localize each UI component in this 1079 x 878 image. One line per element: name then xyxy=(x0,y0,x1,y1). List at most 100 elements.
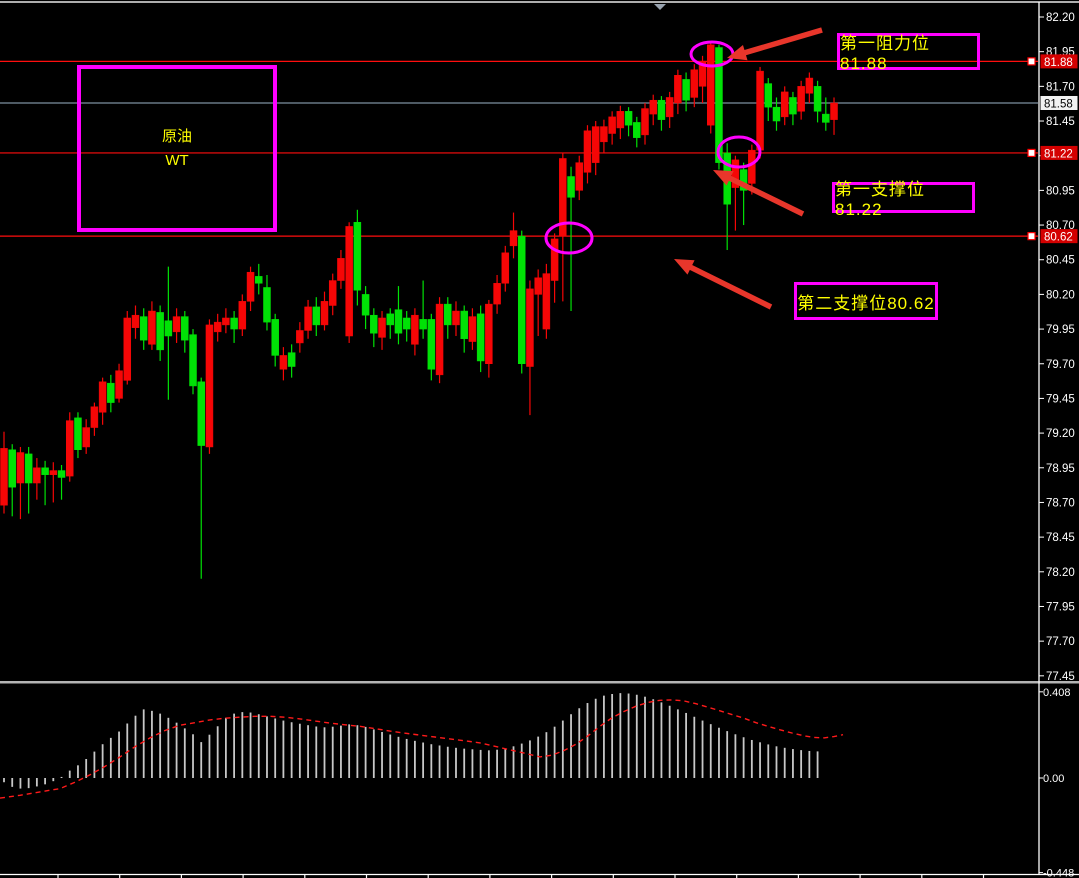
price-tick-label: 80.95 xyxy=(1046,185,1075,197)
candle-body xyxy=(690,69,699,98)
annotation-arrow-shaft[interactable] xyxy=(686,263,773,310)
candle-body xyxy=(82,427,90,448)
candle-body xyxy=(115,370,123,399)
candle-body xyxy=(739,169,748,191)
highlight-ellipse[interactable] xyxy=(544,221,594,255)
candle-body xyxy=(616,111,625,129)
candle-body xyxy=(41,467,49,475)
annotation-label: 第一支撑位81.22 xyxy=(835,180,925,219)
candle-body xyxy=(517,235,526,364)
candle-body xyxy=(534,277,542,295)
candle-body xyxy=(682,79,690,101)
price-tick-label: 77.95 xyxy=(1046,601,1075,613)
candle-body xyxy=(24,453,33,484)
candle-body xyxy=(16,452,25,484)
line-endpoint-handle[interactable] xyxy=(1027,232,1036,241)
candle-body xyxy=(600,126,608,143)
candle-body xyxy=(452,310,460,326)
candle-body xyxy=(444,303,452,326)
candle-body xyxy=(559,158,567,237)
candle-body xyxy=(8,449,16,488)
candle-body xyxy=(624,111,633,126)
candle-body xyxy=(65,420,74,477)
highlight-ellipse[interactable] xyxy=(716,135,762,169)
candle-body xyxy=(780,91,789,118)
symbol-label-box[interactable]: 原油 WT xyxy=(77,65,277,232)
candle-body xyxy=(386,313,394,326)
line-endpoint-handle[interactable] xyxy=(1027,148,1036,158)
candle-body xyxy=(550,238,559,281)
price-tick-label: 78.70 xyxy=(1046,497,1075,509)
candle-body xyxy=(131,314,140,328)
candle-body xyxy=(33,467,41,484)
candle-body xyxy=(320,301,329,326)
candle-body xyxy=(822,113,830,123)
price-tick-label: 79.70 xyxy=(1046,359,1075,371)
candle-body xyxy=(591,126,600,163)
candle-body xyxy=(485,303,493,365)
candle-body xyxy=(764,83,773,108)
candle-body xyxy=(674,75,682,104)
candle-body xyxy=(665,97,674,118)
candle-body xyxy=(526,288,534,367)
candle-body xyxy=(435,303,444,376)
chart-shift-marker[interactable] xyxy=(654,4,666,10)
price-badge-label: 81.22 xyxy=(1044,148,1073,160)
candle-body xyxy=(468,316,477,342)
candle-body xyxy=(279,355,288,370)
price-tick-label: 78.95 xyxy=(1046,463,1075,475)
candle-body xyxy=(156,312,164,351)
candle-body xyxy=(633,122,641,138)
panel-separator[interactable] xyxy=(0,681,1079,684)
price-badge xyxy=(1040,145,1078,160)
price-tick-label: 81.45 xyxy=(1046,116,1075,128)
annotation-arrow-shaft[interactable] xyxy=(725,174,805,217)
candle-body xyxy=(123,317,132,381)
candle-body xyxy=(181,316,189,341)
candle-body xyxy=(509,230,518,247)
indicator-tick-label: -0.448 xyxy=(1043,868,1074,878)
candle-body xyxy=(370,314,378,334)
line-endpoint-handle[interactable] xyxy=(1027,57,1036,66)
annotation-box-support-2[interactable]: 第二支撑位80.62 xyxy=(794,282,938,320)
price-badge xyxy=(1040,54,1078,69)
indicator-tick-label: 0.408 xyxy=(1043,687,1071,699)
annotation-label: 第一阻力位81.88 xyxy=(840,34,930,73)
candle-body xyxy=(271,319,279,356)
candle-body xyxy=(567,176,575,198)
annotation-arrow-head[interactable] xyxy=(674,259,695,275)
candle-body xyxy=(74,417,82,450)
candle-body xyxy=(90,406,99,428)
candle-body xyxy=(238,301,247,330)
candle-body xyxy=(608,116,616,134)
candle-body xyxy=(813,86,822,112)
price-tick-label: 78.20 xyxy=(1046,567,1075,579)
candle-body xyxy=(205,324,214,448)
candle-body xyxy=(172,316,181,333)
annotation-label: 第二支撑位80.62 xyxy=(797,293,935,313)
candle-body xyxy=(107,382,115,403)
price-badge xyxy=(1040,95,1078,110)
candle-body xyxy=(287,352,296,367)
candle-body xyxy=(476,313,485,362)
candle-body xyxy=(246,271,255,302)
candle-body xyxy=(304,306,312,331)
candle-body xyxy=(657,99,666,120)
price-tick-label: 82.20 xyxy=(1046,12,1075,24)
annotation-box-resistance-1[interactable]: 第一阻力位81.88 xyxy=(837,33,980,73)
annotation-box-support-1[interactable]: 第一支撑位81.22 xyxy=(832,180,975,219)
candle-body xyxy=(378,317,386,338)
candle-body xyxy=(328,280,337,306)
candle-body xyxy=(583,130,592,173)
candle-body xyxy=(575,162,584,191)
annotation-arrow-head[interactable] xyxy=(713,170,734,186)
candle-body xyxy=(805,77,814,94)
candle-body xyxy=(255,276,263,284)
candle-body xyxy=(419,319,427,330)
annotation-arrow-head[interactable] xyxy=(727,44,748,61)
annotation-arrow-shaft[interactable] xyxy=(740,27,823,57)
price-tick-label: 77.45 xyxy=(1046,671,1075,683)
